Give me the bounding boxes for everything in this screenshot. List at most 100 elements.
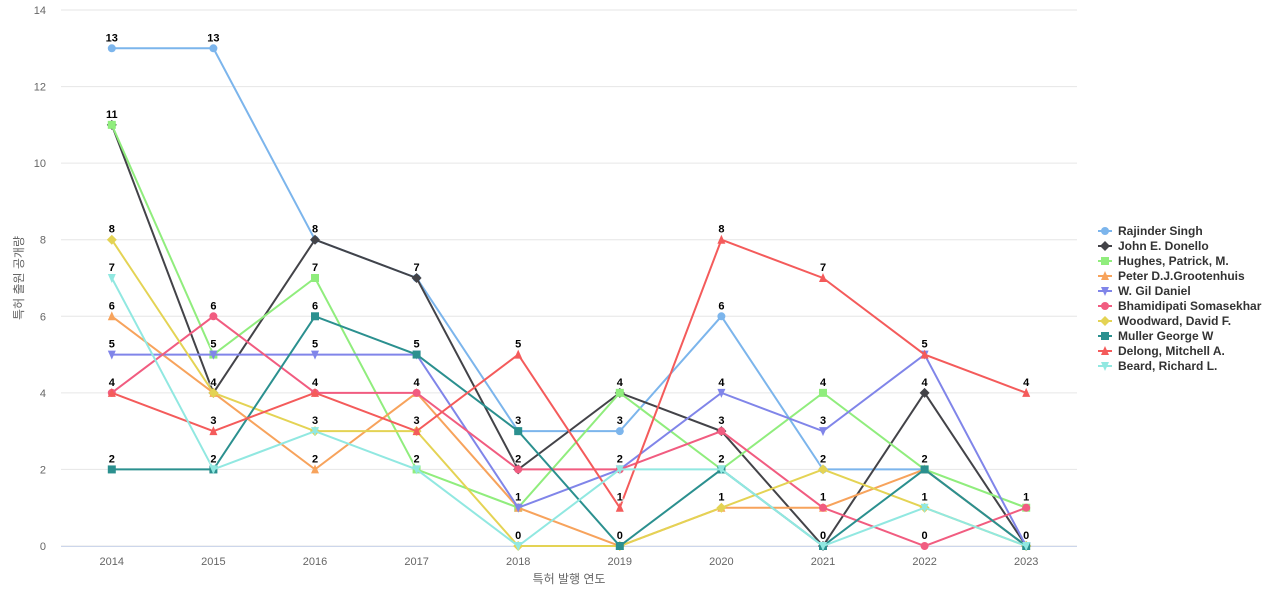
series-9 xyxy=(107,274,1031,551)
data-point xyxy=(514,542,523,551)
data-point xyxy=(107,311,116,321)
data-point xyxy=(717,312,726,321)
data-label: 6 xyxy=(718,300,724,312)
data-label: 7 xyxy=(109,262,115,274)
data-label: 5 xyxy=(312,339,318,351)
data-point xyxy=(818,464,828,475)
data-point xyxy=(311,387,319,397)
series-line xyxy=(111,315,1027,548)
series-0 xyxy=(107,44,1031,550)
data-label: 1 xyxy=(515,492,521,504)
legend-item[interactable]: Rajinder Singh xyxy=(1098,224,1203,238)
legend-item[interactable]: Delong, Mitchell A. xyxy=(1098,344,1225,358)
data-label: 5 xyxy=(922,339,928,351)
series-group xyxy=(106,44,1032,551)
legend-label: Muller George W xyxy=(1118,329,1214,343)
data-point xyxy=(311,312,319,321)
data-point xyxy=(107,44,116,53)
legend-item[interactable]: Muller George W xyxy=(1098,329,1214,343)
legend-label: Delong, Mitchell A. xyxy=(1118,344,1225,358)
legend-marker xyxy=(1101,346,1109,355)
legend-marker xyxy=(1100,241,1110,251)
data-label: 3 xyxy=(617,415,623,427)
data-point xyxy=(919,387,930,398)
data-point xyxy=(514,427,523,436)
data-point xyxy=(920,465,929,474)
data-labels: 13 13118765426543287654327543253210432108… xyxy=(105,31,1031,543)
x-tick-label: 2018 xyxy=(506,556,530,568)
x-tick-label: 2023 xyxy=(1014,556,1038,568)
data-label: 6 xyxy=(109,300,115,312)
data-point xyxy=(819,503,827,512)
data-point xyxy=(107,387,116,397)
series-line xyxy=(111,47,1027,547)
legend-item[interactable]: Beard, Richard L. xyxy=(1098,359,1217,373)
data-label: 1 xyxy=(922,492,928,504)
series-1 xyxy=(106,119,1032,551)
data-label: 5 xyxy=(210,339,216,351)
data-point xyxy=(819,388,827,397)
y-tick-label: 14 xyxy=(34,5,46,17)
data-label: 3 xyxy=(414,415,420,427)
legend-marker xyxy=(1101,302,1109,310)
y-tick-label: 4 xyxy=(40,388,46,400)
data-label: 4 xyxy=(1023,377,1030,389)
data-label: 3 xyxy=(515,415,521,427)
x-axis-title: 특허 발행 연도 xyxy=(533,571,606,586)
y-tick-label: 8 xyxy=(40,235,46,247)
y-axis-ticks: 0 2 4 6 8 10 12 14 xyxy=(34,5,46,553)
data-point xyxy=(1022,503,1031,512)
data-point xyxy=(615,542,624,550)
data-point xyxy=(819,542,827,551)
data-label: 11 xyxy=(106,109,118,121)
data-point xyxy=(411,273,422,283)
x-tick-label: 2019 xyxy=(608,556,632,568)
data-point xyxy=(107,350,116,360)
legend-item[interactable]: Hughes, Patrick, M. xyxy=(1098,254,1229,268)
legend-label: W. Gil Daniel xyxy=(1118,284,1191,298)
data-label: 1 xyxy=(1023,492,1029,504)
series-line xyxy=(110,124,1027,509)
data-point xyxy=(311,274,319,282)
legend-label: John E. Donello xyxy=(1118,239,1209,253)
data-label: 3 xyxy=(312,415,318,427)
data-point xyxy=(311,350,319,360)
data-label: 2 xyxy=(109,453,115,465)
data-point xyxy=(514,465,523,474)
data-point xyxy=(717,388,726,398)
data-label: 8 xyxy=(718,224,724,236)
data-point xyxy=(716,502,727,513)
data-point xyxy=(717,234,726,244)
data-point xyxy=(615,502,624,512)
data-point xyxy=(208,387,219,398)
data-label: 0 xyxy=(515,530,521,542)
data-label: 4 xyxy=(312,377,319,389)
data-point xyxy=(1022,387,1031,397)
data-label: 5 xyxy=(414,339,420,351)
x-tick-label: 2014 xyxy=(100,556,124,568)
legend-marker xyxy=(1101,271,1109,280)
legend-item[interactable]: Woodward, David F. xyxy=(1098,314,1231,328)
data-label: 2 xyxy=(617,453,623,465)
data-label: 2 xyxy=(210,453,216,465)
y-axis-title: 특허 출원 공개량 xyxy=(12,236,26,320)
data-label: 5 xyxy=(109,339,115,351)
data-point xyxy=(209,350,218,360)
legend-item[interactable]: W. Gil Daniel xyxy=(1098,284,1191,298)
data-point xyxy=(514,349,523,359)
data-label: 4 xyxy=(820,377,827,389)
data-point xyxy=(209,426,218,436)
legend-item[interactable]: John E. Donello xyxy=(1098,239,1209,253)
data-label: 2 xyxy=(820,453,826,465)
legend-item[interactable]: Bhamidipati Somasekhar xyxy=(1098,299,1262,313)
data-point xyxy=(107,274,116,283)
data-point xyxy=(209,312,218,321)
data-label: 1 xyxy=(820,492,826,504)
legend-item[interactable]: Peter D.J.Grootenhuis xyxy=(1098,269,1245,283)
legend-marker xyxy=(1101,257,1109,265)
data-point xyxy=(920,503,929,513)
data-label: 8 xyxy=(109,224,115,236)
data-label: 3 xyxy=(718,415,724,427)
legend-marker xyxy=(1101,287,1109,296)
